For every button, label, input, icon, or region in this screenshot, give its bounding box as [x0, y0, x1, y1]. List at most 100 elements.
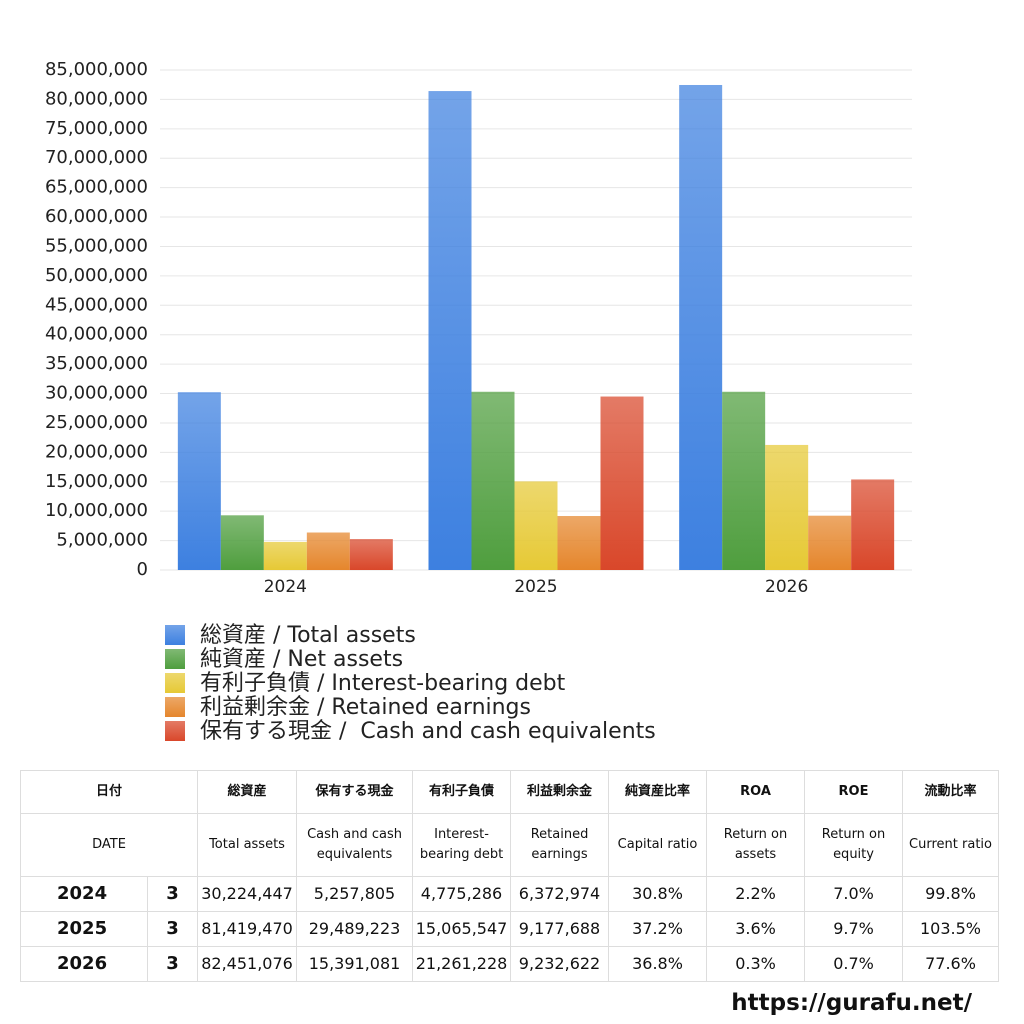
- table-cell: 4,775,286: [412, 876, 512, 912]
- table-cell: Return on equity: [804, 813, 904, 877]
- table-cell: 30.8%: [608, 876, 708, 912]
- table-cell: Capital ratio: [608, 813, 708, 877]
- table-cell: 77.6%: [902, 946, 1000, 982]
- legend-swatch: [165, 625, 185, 645]
- y-tick-label: 80,000,000: [45, 88, 148, 109]
- table-cell: 37.2%: [608, 911, 708, 947]
- table-cell: Retained earnings: [510, 813, 610, 877]
- table-cell: 2026: [20, 946, 148, 982]
- table-cell: 99.8%: [902, 876, 1000, 912]
- table-cell: 利益剰余金: [510, 770, 610, 814]
- table-row: 2025 3 81,419,470 29,489,223 15,065,547 9,177…: [20, 911, 1000, 947]
- bar: [722, 391, 766, 570]
- table-row: 2026 3 82,451,076 15,391,081 21,261,228 9,232…: [20, 946, 1000, 982]
- data-table: 日付 総資産 保有する現金 有利子負債 利益剰余金 純資産比率 ROA ROE 流動比率 DATE…: [19, 770, 1000, 982]
- table-cell: 総資産: [197, 770, 298, 814]
- bar: [851, 479, 895, 570]
- y-tick-label: 0: [137, 559, 148, 580]
- bar: [557, 516, 601, 570]
- table-cell: Total assets: [197, 813, 298, 877]
- table-cell: 0.7%: [804, 946, 904, 982]
- bar: [679, 84, 723, 571]
- y-tick-label: 70,000,000: [45, 147, 148, 168]
- legend-label: 有利子負債 / Interest-bearing debt: [200, 671, 566, 696]
- table-cell: 9.7%: [804, 911, 904, 947]
- table-cell: 3: [146, 876, 199, 912]
- y-tick-label: 75,000,000: [45, 118, 148, 139]
- y-tick-label: 30,000,000: [45, 383, 148, 404]
- legend-label: 保有する現金 / Cash and cash equivalents: [200, 719, 656, 744]
- table-cell: 82,451,076: [197, 946, 298, 982]
- footer-url: https://gurafu.net/: [731, 990, 972, 1016]
- table-cell: 36.8%: [608, 946, 708, 982]
- x-tick-label: 2024: [264, 577, 307, 597]
- table-cell: 6,372,974: [510, 876, 610, 912]
- y-tick-label: 50,000,000: [45, 265, 148, 286]
- table-cell: Current ratio: [902, 813, 1000, 877]
- table-cell: 有利子負債: [412, 770, 512, 814]
- table-cell: Cash and cash equivalents: [296, 813, 414, 877]
- table-cell: DATE: [19, 813, 199, 877]
- table-cell: 103.5%: [902, 911, 1000, 947]
- legend-swatch: [165, 673, 185, 693]
- y-tick-label: 55,000,000: [45, 235, 148, 256]
- table-cell: 15,065,547: [412, 911, 512, 947]
- y-tick-label: 85,000,000: [45, 59, 148, 80]
- table-cell: 9,177,688: [510, 911, 610, 947]
- bar: [263, 541, 307, 570]
- table-cell: 5,257,805: [296, 876, 414, 912]
- table-cell: 純資産比率: [608, 770, 708, 814]
- chart: 0 5,000,000 10,000,000 15,000,000 20,000,000…: [45, 59, 912, 744]
- legend-label: 総資産 / Total assets: [200, 623, 416, 648]
- y-tick-label: 10,000,000: [45, 500, 148, 521]
- legend-swatch: [165, 697, 185, 717]
- table-cell: 30,224,447: [197, 876, 298, 912]
- bar: [428, 91, 472, 570]
- table-cell: ROE: [804, 770, 904, 814]
- table-cell: 3: [146, 911, 199, 947]
- table-row: 日付 総資産 保有する現金 有利子負債 利益剰余金 純資産比率 ROA ROE 流動比率: [19, 770, 1000, 814]
- table-cell: 0.3%: [706, 946, 806, 982]
- table-cell: 29,489,223: [296, 911, 414, 947]
- table-cell: 3: [146, 946, 199, 982]
- bar: [349, 539, 393, 570]
- y-tick-label: 65,000,000: [45, 177, 148, 198]
- bar: [220, 515, 264, 570]
- table-cell: 2025: [20, 911, 148, 947]
- bar: [177, 392, 221, 570]
- legend-swatch: [165, 721, 185, 741]
- legend-label: 利益剰余金 / Retained earnings: [200, 695, 531, 720]
- table-cell: 15,391,081: [296, 946, 414, 982]
- y-tick-label: 45,000,000: [45, 294, 148, 315]
- table-cell: 2.2%: [706, 876, 806, 912]
- y-tick-label: 60,000,000: [45, 206, 148, 227]
- legend-swatch: [165, 649, 185, 669]
- table-cell: 流動比率: [902, 770, 1000, 814]
- table-cell: 81,419,470: [197, 911, 298, 947]
- table-cell: 21,261,228: [412, 946, 512, 982]
- table-cell: 日付: [19, 770, 199, 814]
- y-tick-label: 15,000,000: [45, 471, 148, 492]
- table-cell: 3.6%: [706, 911, 806, 947]
- x-tick-label: 2026: [765, 577, 808, 597]
- bar: [306, 532, 350, 570]
- x-tick-label: 2025: [514, 577, 557, 597]
- y-tick-label: 25,000,000: [45, 412, 148, 433]
- table-cell: 7.0%: [804, 876, 904, 912]
- bar: [765, 444, 809, 570]
- table-cell: Return on assets: [706, 813, 806, 877]
- legend-label: 純資産 / Net assets: [200, 647, 403, 672]
- table-cell: ROA: [706, 770, 806, 814]
- table-row: 2024 3 30,224,447 5,257,805 4,775,286 6,372,9…: [20, 876, 1000, 912]
- y-tick-label: 35,000,000: [45, 353, 148, 374]
- table-cell: Interest-bearing debt: [412, 813, 512, 877]
- table-row: DATE Total assets Cash and cash equivalent…: [19, 813, 1000, 877]
- table-cell: 保有する現金: [296, 770, 414, 814]
- table-cell: 2024: [20, 876, 148, 912]
- bar: [600, 396, 644, 570]
- y-tick-label: 5,000,000: [56, 530, 148, 551]
- y-tick-label: 40,000,000: [45, 324, 148, 345]
- bar: [514, 481, 558, 570]
- y-tick-label: 20,000,000: [45, 441, 148, 462]
